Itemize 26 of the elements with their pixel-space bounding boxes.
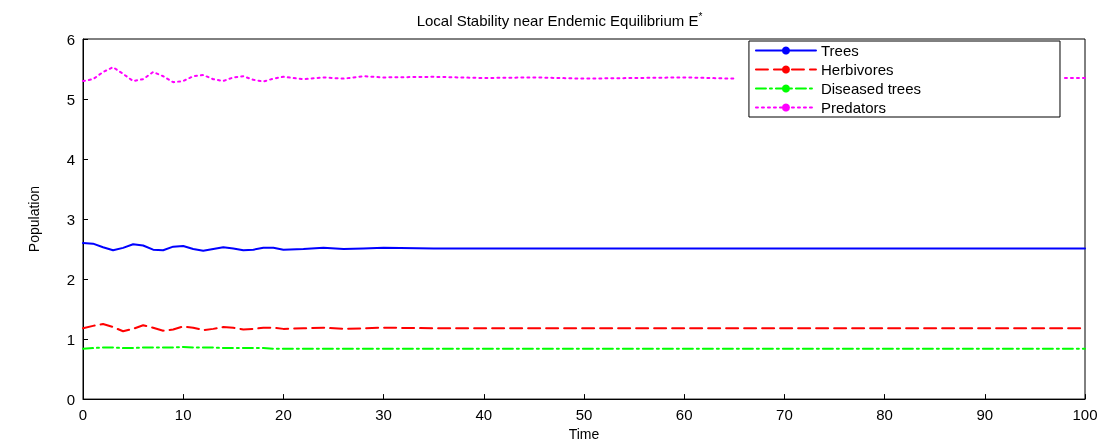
x-tick-label: 60 [675, 406, 693, 424]
legend-label: Herbivores [820, 61, 894, 78]
x-tick-label: 20 [275, 406, 292, 424]
x-tick-label: 80 [876, 406, 893, 424]
y-tick-label: 4 [66, 150, 75, 168]
x-tick-label: 100 [1072, 406, 1098, 424]
legend-label: Diseased trees [820, 80, 922, 97]
x-tick-label: 30 [375, 406, 392, 424]
x-tick-label: 40 [475, 406, 493, 424]
x-tick-label: 0 [78, 406, 88, 424]
x-tick-label: 50 [575, 406, 593, 424]
y-tick-label: 2 [66, 270, 75, 288]
legend-label: Predators [820, 99, 886, 116]
x-tick-label: 10 [174, 406, 192, 424]
y-tick-label: 0 [66, 390, 75, 408]
line-series [82, 242, 1086, 252]
y-tick-label: 6 [66, 30, 75, 48]
y-axis-title: Population [26, 185, 42, 253]
y-tick-label: 1 [66, 330, 75, 348]
y-tick-label: 3 [66, 210, 75, 228]
x-tick-label: 90 [976, 406, 994, 424]
x-tick-label: 70 [776, 406, 793, 424]
y-tick-label: 5 [66, 90, 75, 108]
chart-title: Local Stability near Endemic Equilibrium E* [416, 10, 703, 29]
legend-label: Trees [820, 42, 859, 59]
x-axis-title: Time [568, 426, 600, 442]
